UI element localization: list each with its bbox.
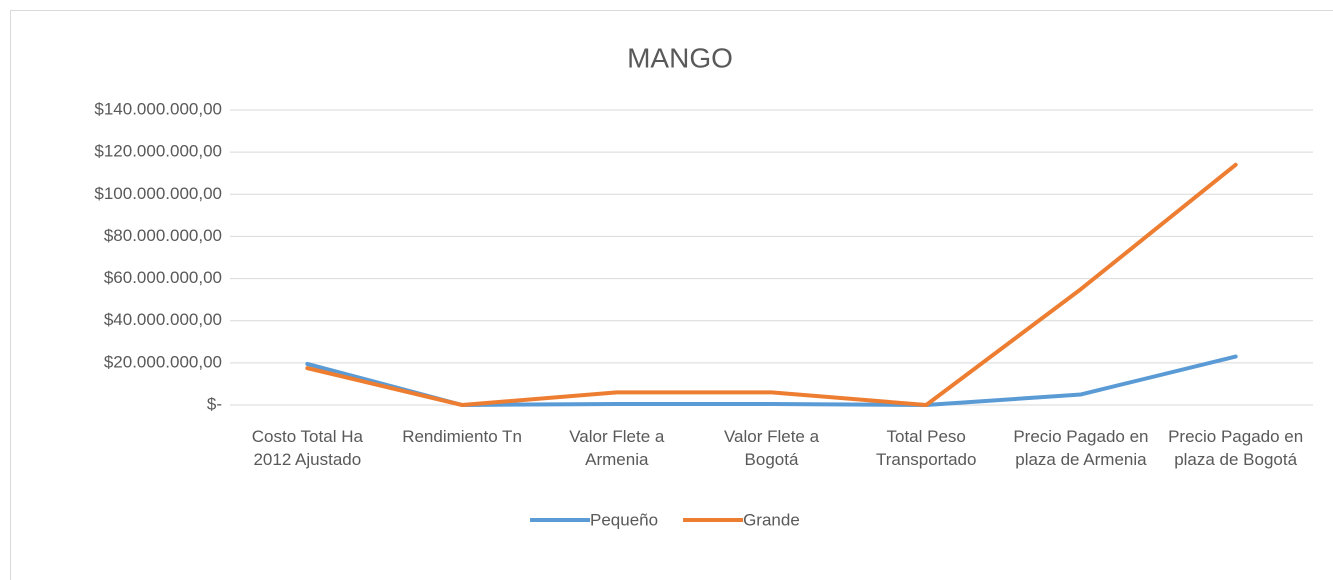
- chart-title: MANGO: [627, 42, 733, 73]
- legend-label: Pequeño: [590, 510, 658, 529]
- chart-frame: [10, 10, 1333, 580]
- legend-label: Grande: [743, 510, 800, 529]
- x-tick-label: Total Peso Transportado: [875, 427, 977, 469]
- y-tick-label: $-: [207, 394, 222, 413]
- y-tick-label: $100.000.000,00: [94, 184, 222, 203]
- y-tick-label: $60.000.000,00: [104, 268, 222, 287]
- y-tick-label: $20.000.000,00: [104, 352, 222, 371]
- x-tick-label: Precio Pagado en plaza de Armenia: [1013, 427, 1149, 469]
- y-tick-label: $140.000.000,00: [94, 99, 222, 118]
- x-tick-label: Valor Flete a Bogotá: [723, 427, 820, 469]
- series-line: [305, 354, 1238, 407]
- series-line: [305, 162, 1238, 407]
- x-tick-label: Valor Flete a Armenia: [569, 427, 665, 469]
- x-tick-label: Rendimiento Tn: [402, 427, 522, 446]
- x-tick-label: Precio Pagado en plaza de Bogotá: [1168, 427, 1304, 469]
- x-tick-label: Costo Total Ha 2012 Ajustado: [251, 427, 363, 469]
- y-tick-label: $80.000.000,00: [104, 226, 222, 245]
- y-tick-label: $120.000.000,00: [94, 142, 222, 161]
- y-tick-label: $40.000.000,00: [104, 310, 222, 329]
